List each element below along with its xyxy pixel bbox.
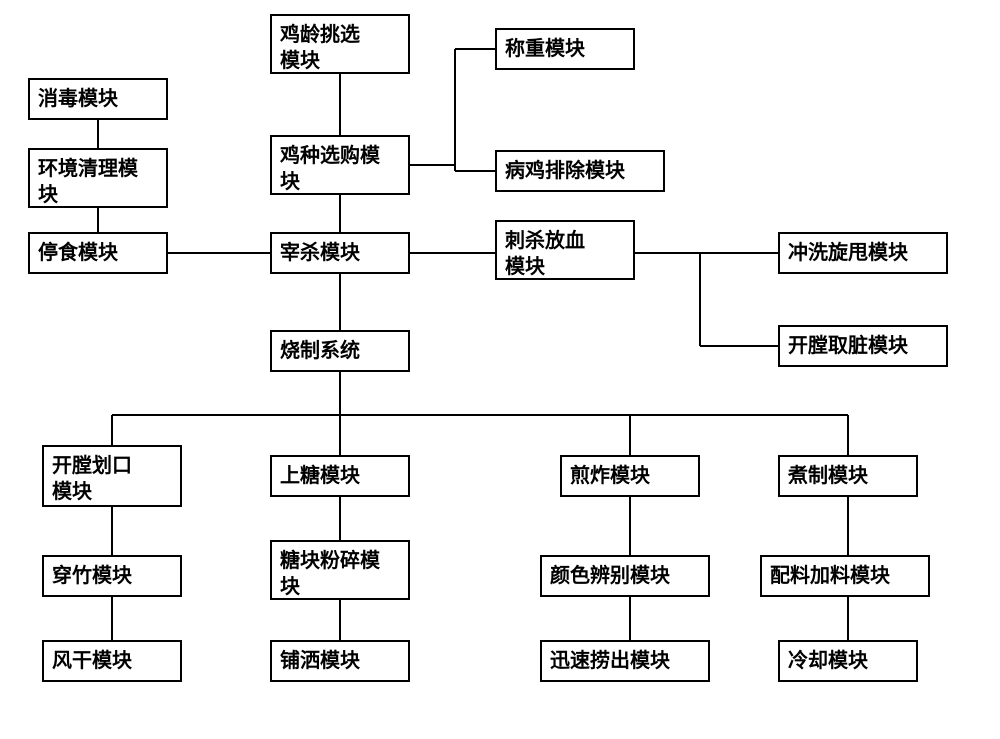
node-n9: 刺杀放血 模块 — [495, 220, 635, 280]
node-n10: 冲洗旋甩模块 — [778, 232, 948, 274]
node-n24: 冷却模块 — [778, 640, 918, 682]
node-n23: 迅速捞出模块 — [540, 640, 710, 682]
node-n22: 铺洒模块 — [270, 640, 410, 682]
node-n14: 上糖模块 — [270, 455, 410, 497]
node-n20: 配料加料模块 — [760, 555, 930, 597]
node-n19: 颜色辨别模块 — [540, 555, 710, 597]
node-n18: 糖块粉碎模 块 — [270, 540, 410, 600]
node-n1: 鸡龄挑选 模块 — [270, 14, 410, 74]
node-n11: 烧制系统 — [270, 330, 410, 372]
node-n2: 称重模块 — [495, 28, 635, 70]
node-n15: 煎炸模块 — [560, 455, 700, 497]
node-n8: 宰杀模块 — [270, 232, 410, 274]
node-n4: 环境清理模 块 — [28, 148, 168, 208]
node-n21: 风干模块 — [42, 640, 182, 682]
node-n5: 鸡种选购模 块 — [270, 135, 410, 195]
node-n17: 穿竹模块 — [42, 555, 182, 597]
node-n3: 消毒模块 — [28, 78, 168, 120]
node-n6: 病鸡排除模块 — [495, 150, 665, 192]
node-n13: 开膛划口 模块 — [42, 445, 182, 507]
node-n12: 开膛取脏模块 — [778, 325, 948, 367]
node-n7: 停食模块 — [28, 232, 168, 274]
node-n16: 煮制模块 — [778, 455, 918, 497]
